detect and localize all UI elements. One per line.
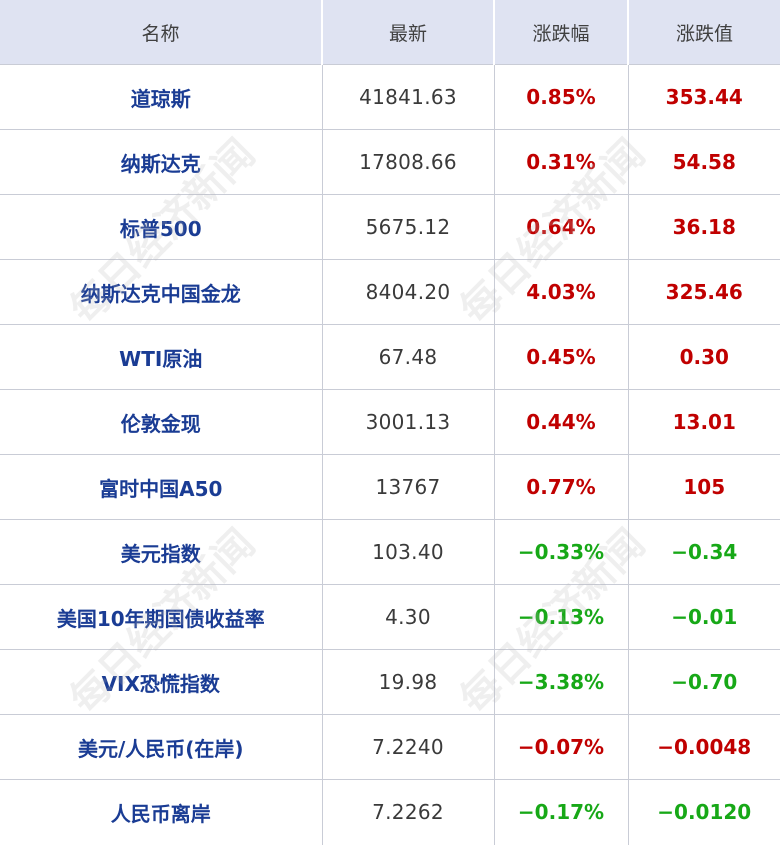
change-percent: −0.13% [493,584,628,650]
table-row: 美元/人民币(在岸) 7.2240 −0.07% −0.0048 [0,714,780,780]
table-row: 纳斯达克 17808.66 0.31% 54.58 [0,129,780,195]
latest-value: 7.2240 [321,714,494,780]
latest-value: 4.30 [321,584,494,650]
table-row: WTI原油 67.48 0.45% 0.30 [0,324,780,390]
latest-value: 67.48 [321,324,494,390]
table-row: 人民币离岸 7.2262 −0.17% −0.0120 [0,779,780,845]
instrument-name: 富时中国A50 [0,454,322,520]
instrument-name: 标普500 [0,194,322,260]
change-value: −0.70 [627,649,780,715]
instrument-name: 纳斯达克中国金龙 [0,259,322,325]
instrument-name: 伦敦金现 [0,389,322,455]
change-percent: 0.31% [493,129,628,195]
table-header: 名称 最新 涨跌幅 涨跌值 [0,0,780,65]
change-value: 36.18 [627,194,780,260]
change-percent: 0.44% [493,389,628,455]
table-row: 美国10年期国债收益率 4.30 −0.13% −0.01 [0,584,780,650]
change-percent: −0.07% [493,714,628,780]
header-name: 名称 [0,0,322,65]
change-value: 13.01 [627,389,780,455]
change-percent: −0.17% [493,779,628,845]
change-percent: 0.45% [493,324,628,390]
latest-value: 13767 [321,454,494,520]
latest-value: 103.40 [321,519,494,585]
change-value: 0.30 [627,324,780,390]
latest-value: 17808.66 [321,129,494,195]
change-percent: 4.03% [493,259,628,325]
instrument-name: 人民币离岸 [0,779,322,845]
latest-value: 19.98 [321,649,494,715]
header-latest: 最新 [321,0,494,65]
table-row: 道琼斯 41841.63 0.85% 353.44 [0,64,780,130]
change-percent: 0.77% [493,454,628,520]
change-value: −0.34 [627,519,780,585]
change-percent: 0.85% [493,64,628,130]
change-value: 54.58 [627,129,780,195]
change-value: −0.0048 [627,714,780,780]
instrument-name: 道琼斯 [0,64,322,130]
change-percent: 0.64% [493,194,628,260]
table-row: 伦敦金现 3001.13 0.44% 13.01 [0,389,780,455]
latest-value: 3001.13 [321,389,494,455]
table-row: 美元指数 103.40 −0.33% −0.34 [0,519,780,585]
table-row: VIX恐慌指数 19.98 −3.38% −0.70 [0,649,780,715]
change-value: 325.46 [627,259,780,325]
instrument-name: 美元/人民币(在岸) [0,714,322,780]
instrument-name: 纳斯达克 [0,129,322,195]
instrument-name: 美元指数 [0,519,322,585]
header-change-value: 涨跌值 [627,0,780,65]
latest-value: 5675.12 [321,194,494,260]
change-value: 353.44 [627,64,780,130]
latest-value: 41841.63 [321,64,494,130]
instrument-name: 美国10年期国债收益率 [0,584,322,650]
latest-value: 8404.20 [321,259,494,325]
table-row: 纳斯达克中国金龙 8404.20 4.03% 325.46 [0,259,780,325]
change-percent: −0.33% [493,519,628,585]
instrument-name: WTI原油 [0,324,322,390]
instrument-name: VIX恐慌指数 [0,649,322,715]
latest-value: 7.2262 [321,779,494,845]
header-change-percent: 涨跌幅 [493,0,628,65]
change-value: −0.0120 [627,779,780,845]
table-row: 富时中国A50 13767 0.77% 105 [0,454,780,520]
change-value: −0.01 [627,584,780,650]
change-value: 105 [627,454,780,520]
change-percent: −3.38% [493,649,628,715]
table-row: 标普500 5675.12 0.64% 36.18 [0,194,780,260]
